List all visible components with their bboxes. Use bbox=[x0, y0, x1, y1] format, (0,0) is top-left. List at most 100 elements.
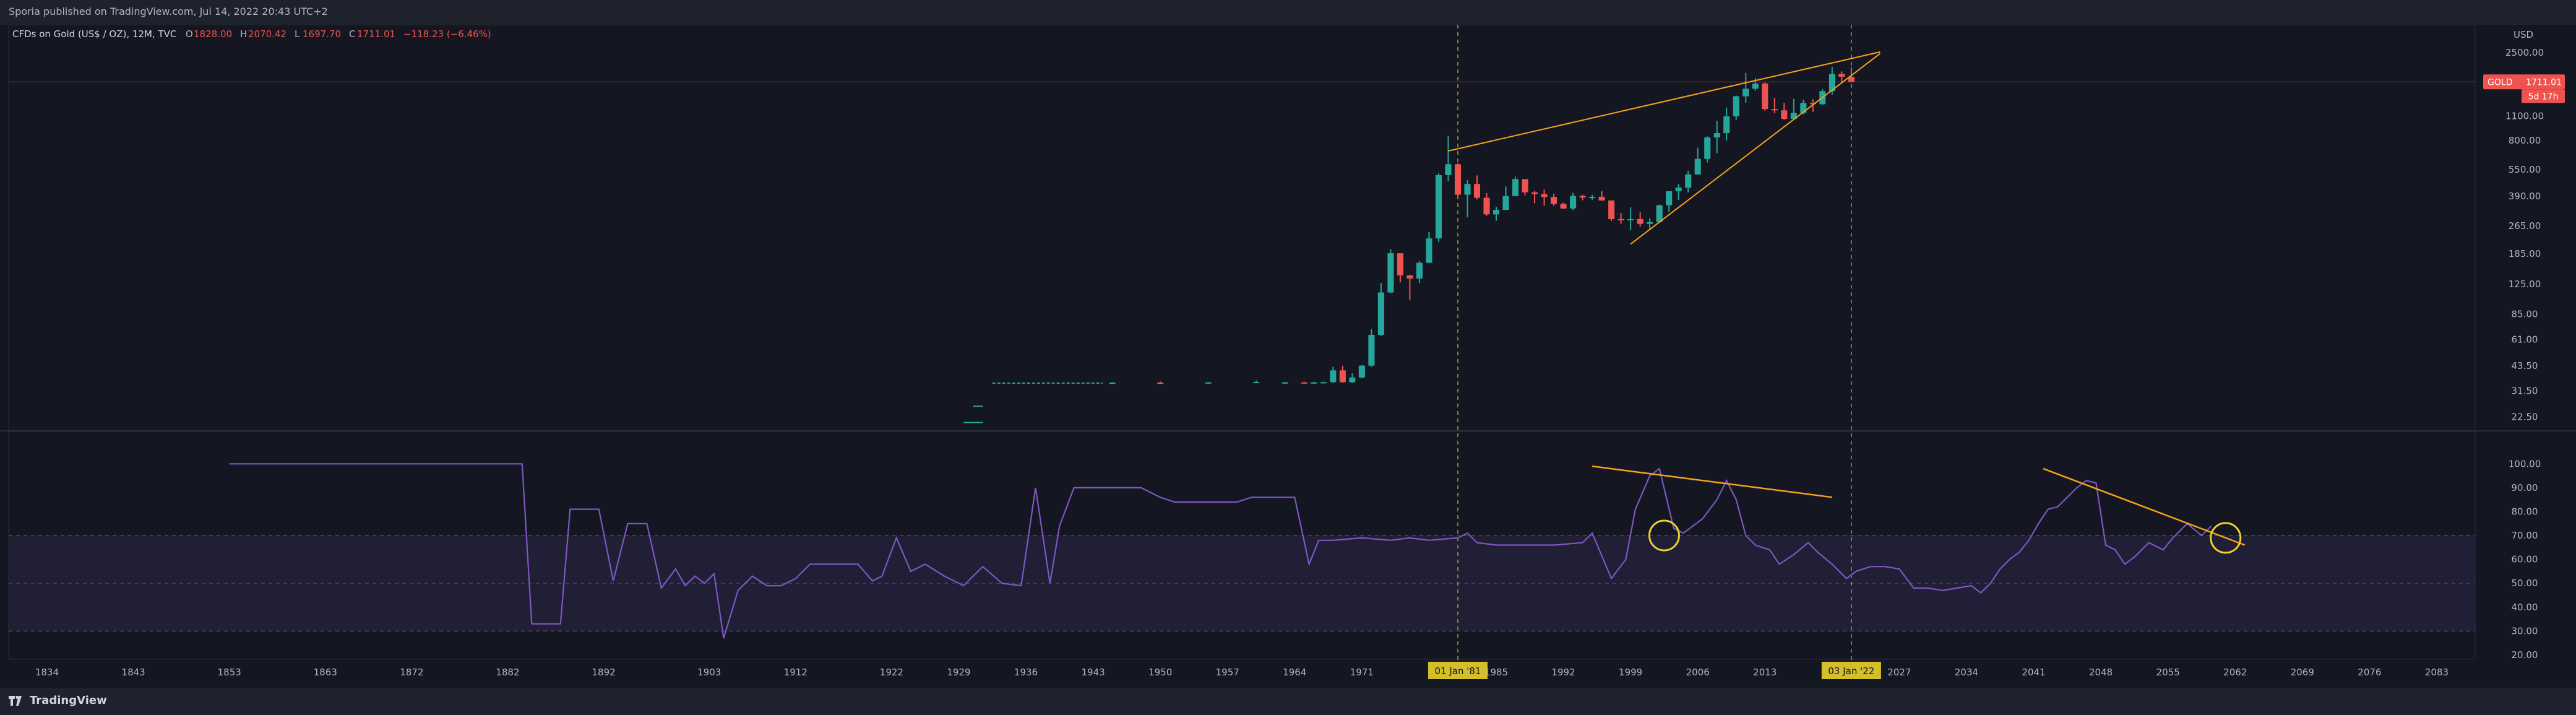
rsi-axis: 100.00 90.00 80.00 70.00 60.00 50.00 40.00 30.0… bbox=[2509, 458, 2541, 661]
price-tick-label: 185.00 bbox=[2509, 248, 2541, 259]
chart-area[interactable]: CFDs on Gold (US$ / OZ), 12M, TVC O 1828.0… bbox=[0, 25, 2576, 688]
candle-body bbox=[1253, 382, 1260, 384]
symbol-title: CFDs on Gold (US$ / OZ), 12M, TVC bbox=[12, 28, 176, 40]
candle bbox=[1205, 382, 1212, 384]
time-tick-label: 2048 bbox=[2089, 667, 2113, 678]
candle bbox=[1416, 261, 1423, 284]
rsi-pane bbox=[8, 431, 2476, 660]
candle bbox=[1685, 171, 1692, 193]
time-tick-label: 2034 bbox=[1955, 667, 1978, 678]
candle bbox=[1330, 366, 1337, 383]
rsi-tick-label: 70.00 bbox=[2512, 530, 2538, 541]
time-tick-label: 1903 bbox=[697, 667, 721, 678]
candle-body bbox=[1848, 77, 1854, 82]
price-tick-label: 2500.00 bbox=[2505, 47, 2544, 58]
candle-body bbox=[1694, 158, 1701, 175]
candle bbox=[1762, 82, 1768, 111]
price-tag: GOLD 1711.01 5d 17h bbox=[2483, 74, 2565, 103]
time-tick-label: 2027 bbox=[1887, 667, 1911, 678]
ohlc-value-open: 1828.00 bbox=[194, 28, 232, 40]
candle bbox=[1426, 232, 1432, 264]
time-marker-label-text: 03 Jan '22 bbox=[1828, 665, 1874, 677]
candle-body bbox=[1320, 382, 1327, 384]
candle-body bbox=[1330, 370, 1337, 383]
candle-body bbox=[1416, 262, 1423, 279]
candle bbox=[1579, 194, 1586, 201]
price-tag-box bbox=[2483, 74, 2565, 90]
price-tick-label: 85.00 bbox=[2512, 308, 2538, 319]
candle-body bbox=[1589, 196, 1596, 198]
candle bbox=[1608, 200, 1615, 222]
candle-body bbox=[1435, 175, 1442, 239]
candle-body bbox=[1781, 110, 1788, 119]
candle-body bbox=[1829, 74, 1835, 92]
price-trendline-1 bbox=[1630, 53, 1881, 245]
candle bbox=[1483, 193, 1490, 216]
candle-body bbox=[1598, 196, 1605, 201]
time-tick-label: 2013 bbox=[1753, 667, 1777, 678]
rsi-line bbox=[229, 463, 2212, 639]
time-tick-label: 2083 bbox=[2425, 667, 2449, 678]
time-tick-label: 1943 bbox=[1082, 667, 1105, 678]
price-tick-label: 390.00 bbox=[2509, 191, 2541, 202]
price-tick-label: 31.50 bbox=[2512, 385, 2538, 396]
change-value: −118.23 (−6.46%) bbox=[403, 28, 491, 40]
candle-body bbox=[1551, 197, 1557, 204]
candle-body bbox=[1377, 292, 1384, 335]
candle bbox=[1704, 136, 1711, 163]
time-tick-label: 2062 bbox=[2223, 667, 2247, 678]
time-tick-label: 1843 bbox=[122, 667, 145, 678]
candle bbox=[1320, 381, 1327, 384]
candle bbox=[1675, 184, 1682, 200]
time-tick-label: 1936 bbox=[1014, 667, 1038, 678]
ohlc-label: O bbox=[186, 28, 193, 40]
candle bbox=[1656, 204, 1663, 223]
candle-body bbox=[1838, 74, 1845, 77]
tradingview-logo-icon bbox=[9, 695, 22, 706]
candle-body bbox=[1809, 103, 1816, 105]
price-tick-label: 265.00 bbox=[2509, 220, 2541, 232]
candle-body bbox=[1406, 275, 1413, 279]
price-tick-label: 800.00 bbox=[2509, 135, 2541, 146]
tradingview-logo[interactable]: TradingView bbox=[9, 694, 107, 707]
time-marker-label-box bbox=[1428, 662, 1488, 679]
time-tick-label: 1834 bbox=[35, 667, 59, 678]
candle-body bbox=[1483, 197, 1490, 215]
candle bbox=[1781, 102, 1788, 120]
candle-body bbox=[1723, 116, 1730, 134]
candle-body bbox=[1522, 179, 1528, 193]
rsi-tick-label: 20.00 bbox=[2512, 649, 2538, 661]
candle-body bbox=[1560, 204, 1567, 209]
candle bbox=[1531, 191, 1538, 204]
candle bbox=[1838, 71, 1845, 84]
candle bbox=[1301, 381, 1307, 384]
time-tick-label: 2041 bbox=[2022, 667, 2045, 678]
candle-body bbox=[1771, 109, 1778, 111]
price-tag-price: 1711.01 bbox=[2526, 77, 2562, 87]
rsi-tick-label: 100.00 bbox=[2509, 458, 2541, 469]
price-tick-label: 550.00 bbox=[2509, 164, 2541, 175]
candle bbox=[1282, 382, 1288, 384]
time-tick-label: 1863 bbox=[314, 667, 337, 678]
time-tick-label: 1912 bbox=[784, 667, 808, 678]
candle-body bbox=[1397, 253, 1403, 275]
time-marker-label-0: 01 Jan '81 bbox=[1428, 662, 1488, 679]
time-tick-label: 1964 bbox=[1283, 667, 1306, 678]
candle-body bbox=[1426, 238, 1432, 263]
candle bbox=[1733, 95, 1739, 120]
candle bbox=[1541, 189, 1548, 206]
candle bbox=[1435, 173, 1442, 242]
brand-name: TradingView bbox=[30, 694, 107, 707]
price-tick-label: 22.50 bbox=[2512, 411, 2538, 422]
candle-body bbox=[1570, 196, 1577, 209]
candle-body bbox=[1493, 210, 1500, 215]
candle-body bbox=[1502, 196, 1509, 210]
ohlc-value-high: 2070.42 bbox=[248, 28, 286, 40]
price-axis: USD 2500.00 1100.00 800.00 550.00 390.00 265.0… bbox=[2505, 29, 2544, 422]
publish-info-bar: Sporia published on TradingView.com, Jul… bbox=[0, 0, 2576, 25]
candle-body bbox=[1618, 219, 1624, 220]
candle bbox=[1723, 107, 1730, 141]
time-tick-label: 1992 bbox=[1551, 667, 1575, 678]
price-axis-unit: USD bbox=[2514, 29, 2533, 40]
candle bbox=[1339, 365, 1346, 383]
